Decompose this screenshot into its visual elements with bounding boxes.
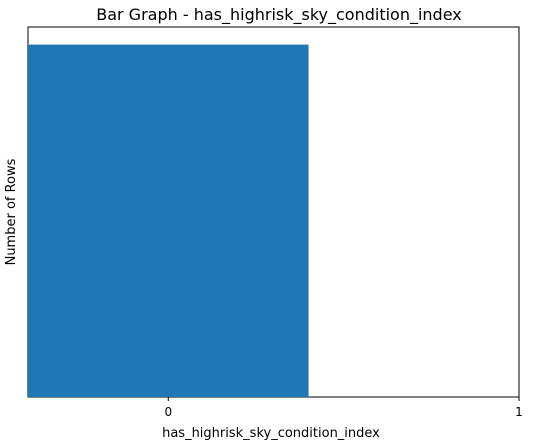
x-axis-label: has_highrisk_sky_condition_index (162, 426, 380, 441)
y-axis-label: Number of Rows (4, 158, 19, 265)
bars-layer (28, 44, 309, 397)
x-tick-label-1: 1 (515, 405, 523, 419)
chart-title: Bar Graph - has_highrisk_sky_condition_i… (96, 5, 462, 25)
bar-0 (28, 44, 309, 397)
x-tick-label-0: 0 (164, 405, 172, 419)
